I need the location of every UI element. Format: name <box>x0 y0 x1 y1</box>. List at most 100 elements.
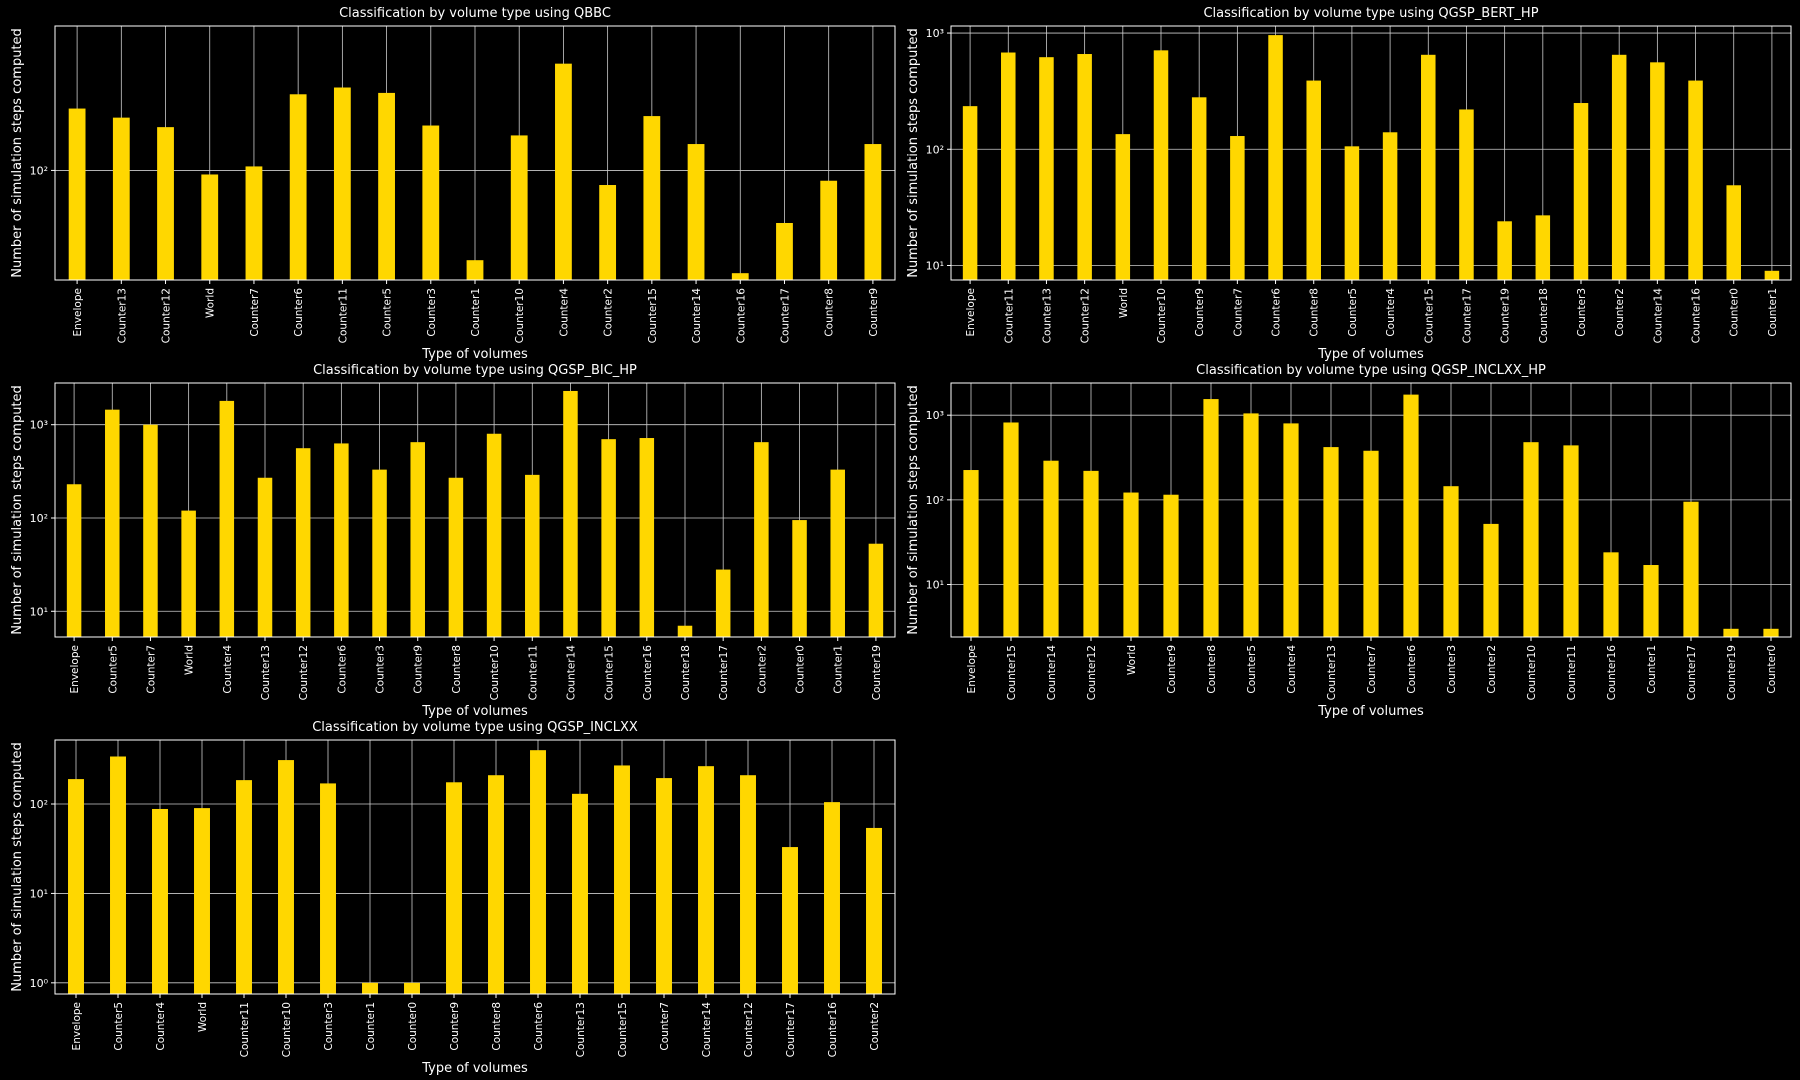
x-tick-label: Counter16 <box>1691 288 1703 344</box>
x-tick-label: World <box>1118 288 1130 318</box>
x-tick-label: Counter1 <box>1646 645 1658 694</box>
bar-counter10 <box>1153 50 1169 281</box>
x-tick-label: Counter12 <box>1086 645 1098 700</box>
bar-counter10 <box>510 135 528 280</box>
bar-counter0 <box>1763 628 1779 637</box>
x-tick-label: Counter0 <box>1729 288 1741 337</box>
y-tick-label: 10³ <box>30 419 48 432</box>
bar-counter11 <box>1563 445 1579 637</box>
x-tick-label: Counter17 <box>1686 645 1698 700</box>
x-axis-label: Type of volumes <box>421 704 528 719</box>
bar-counter14 <box>698 766 714 994</box>
bar-counter7 <box>143 424 158 637</box>
bar-counter10 <box>278 760 294 994</box>
x-tick-label: Counter15 <box>647 288 659 343</box>
y-axis-label: Number of simulation steps computed <box>10 28 25 278</box>
x-tick-label: Counter0 <box>795 645 807 694</box>
x-tick-label: Counter9 <box>449 1002 461 1051</box>
bar-counter19 <box>868 543 884 637</box>
y-tick-label: 10² <box>926 143 944 156</box>
bar-counter15 <box>1421 54 1436 280</box>
x-axis-label: Type of volumes <box>1317 704 1424 719</box>
bar-counter5 <box>110 756 126 994</box>
bar-counter12 <box>740 775 756 994</box>
y-axis-label: Number of simulation steps computed <box>10 385 25 635</box>
bar-counter9 <box>446 782 462 994</box>
x-tick-label: Counter13 <box>1326 645 1338 700</box>
x-tick-label: Envelope <box>69 645 81 693</box>
x-tick-label: Counter10 <box>281 1002 293 1057</box>
x-axis-label: Type of volumes <box>421 347 528 362</box>
bar-counter13 <box>1323 447 1339 637</box>
bar-counter3 <box>1573 103 1589 280</box>
bar-counter4 <box>1382 132 1398 280</box>
bar-counter14 <box>1650 62 1665 280</box>
bar-counter5 <box>105 409 120 637</box>
bar-counter19 <box>1497 221 1512 280</box>
x-tick-label: Counter14 <box>1046 645 1058 701</box>
x-tick-label: Counter10 <box>489 645 501 700</box>
bar-counter3 <box>320 783 336 994</box>
x-axis-label: Type of volumes <box>1317 347 1424 362</box>
bar-counter15 <box>1003 422 1019 637</box>
bar-counter8 <box>820 180 838 280</box>
bar-counter12 <box>295 448 311 637</box>
x-tick-label: World <box>1126 645 1138 675</box>
bar-counter2 <box>754 442 769 637</box>
x-tick-label: Counter3 <box>375 645 387 694</box>
x-tick-label: Counter9 <box>868 288 880 337</box>
bar-counter14 <box>1043 460 1059 637</box>
x-tick-label: Counter7 <box>249 288 261 337</box>
chart-panel-4: 10⁰ 10¹ 10² Envelope Counter5 Counter4 World Co… <box>10 720 896 1076</box>
y-tick-label: 10² <box>30 512 48 525</box>
x-tick-label: Counter7 <box>1366 645 1378 694</box>
bar-counter16 <box>731 273 749 280</box>
bar-counter13 <box>257 477 273 637</box>
bar-envelope <box>68 779 84 994</box>
bar-counter11 <box>236 780 252 994</box>
bar-counter2 <box>866 827 882 994</box>
y-axis-label: Number of simulation steps computed <box>906 385 921 635</box>
x-tick-label: Counter17 <box>779 288 791 343</box>
bar-counter2 <box>599 185 617 280</box>
x-tick-label: Counter10 <box>1156 288 1168 343</box>
x-tick-label: Counter11 <box>1003 288 1015 343</box>
x-tick-label: Counter11 <box>527 645 539 700</box>
x-tick-label: Counter9 <box>1194 288 1206 337</box>
bar-counter0 <box>404 982 420 994</box>
axes-frame <box>950 382 1792 638</box>
chart-title: Classification by volume type using QGSP… <box>313 363 637 378</box>
x-tick-label: Counter4 <box>222 645 234 694</box>
bar-counter1 <box>1764 270 1780 280</box>
x-tick-label: Counter1 <box>365 1002 377 1051</box>
y-tick-label: 10² <box>30 164 48 177</box>
x-tick-label: Counter5 <box>382 288 394 337</box>
x-tick-label: Counter3 <box>426 288 438 337</box>
x-tick-label: Counter14 <box>565 645 577 701</box>
bar-counter8 <box>448 477 464 637</box>
bar-counter6 <box>1268 35 1283 280</box>
y-tick-label: 10² <box>926 494 944 507</box>
bar-counter14 <box>687 144 705 280</box>
bar-counter15 <box>643 116 661 280</box>
x-tick-label: Envelope <box>965 288 977 336</box>
bar-counter1 <box>466 260 484 280</box>
x-tick-label: Counter8 <box>451 645 463 694</box>
x-tick-label: Counter5 <box>1347 288 1359 337</box>
bar-counter17 <box>1683 501 1699 637</box>
bar-counter6 <box>1403 394 1419 637</box>
bar-counter2 <box>1611 54 1627 280</box>
y-tick-label: 10³ <box>926 409 944 422</box>
x-tick-label: Counter6 <box>1271 288 1283 337</box>
bar-world <box>1115 134 1131 280</box>
chart-title: Classification by volume type using QGSP… <box>1196 363 1546 378</box>
x-tick-label: Counter14 <box>1652 288 1664 344</box>
bar-counter17 <box>776 222 793 280</box>
x-tick-label: Counter5 <box>113 1002 125 1051</box>
bar-counter8 <box>488 775 504 994</box>
x-tick-label: Counter10 <box>514 288 526 343</box>
chart-panel-1: 10¹ 10² 10³ Envelope Counter11 Counter13 Count… <box>906 6 1792 362</box>
axes-frame <box>54 382 896 638</box>
x-tick-label: Counter6 <box>293 288 305 337</box>
